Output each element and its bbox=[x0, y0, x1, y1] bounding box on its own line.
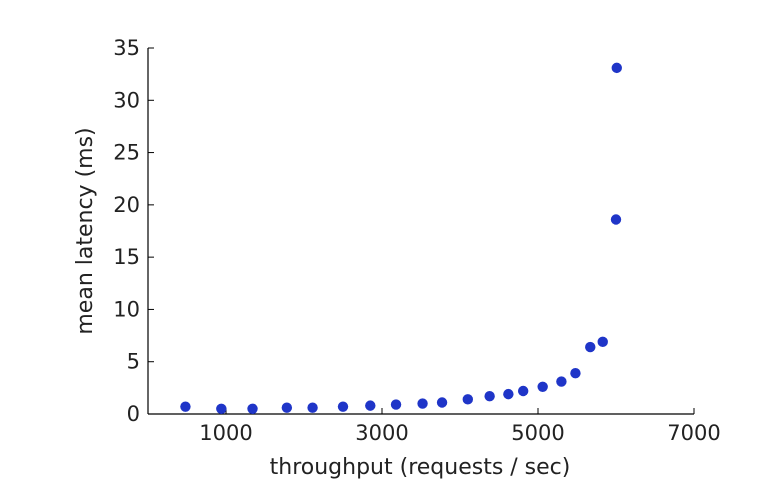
data-point bbox=[307, 402, 318, 413]
y-tick-label: 15 bbox=[113, 245, 140, 269]
data-point bbox=[503, 388, 514, 400]
y-tick-label: 20 bbox=[113, 193, 140, 217]
data-point bbox=[537, 381, 548, 393]
data-point bbox=[570, 368, 581, 379]
data-point bbox=[556, 376, 567, 387]
data-point bbox=[337, 401, 349, 412]
x-tick-label: 3000 bbox=[355, 421, 408, 445]
data-point bbox=[517, 385, 529, 397]
data-point bbox=[610, 214, 622, 225]
x-tick-label: 1000 bbox=[199, 421, 252, 445]
y-tick-label: 25 bbox=[113, 141, 140, 165]
data-point bbox=[462, 394, 473, 405]
data-point bbox=[216, 403, 227, 414]
data-point bbox=[611, 62, 622, 74]
x-tick-label: 7000 bbox=[667, 421, 720, 445]
y-tick-label: 5 bbox=[127, 350, 140, 374]
data-point bbox=[390, 399, 402, 410]
data-point bbox=[585, 341, 596, 353]
axes bbox=[147, 48, 694, 415]
data-point bbox=[281, 402, 293, 413]
data-point bbox=[597, 336, 608, 348]
y-tick-label: 30 bbox=[113, 88, 140, 112]
y-tick-label: 0 bbox=[127, 402, 140, 426]
tick-labels: 0 5 10 15 20 25 30 35 1000 3000 5000 7000 bbox=[113, 36, 720, 445]
y-tick-label: 10 bbox=[113, 297, 140, 321]
data-point bbox=[247, 403, 258, 414]
data-point bbox=[417, 398, 428, 409]
y-tick-label: 35 bbox=[113, 36, 140, 60]
data-point bbox=[436, 397, 448, 408]
data-point bbox=[484, 391, 495, 402]
y-axis-label: mean latency (ms) bbox=[73, 127, 98, 334]
x-axis-label: throughput (requests / sec) bbox=[270, 455, 571, 480]
data-points bbox=[180, 62, 622, 414]
data-point bbox=[365, 400, 376, 411]
x-tick-label: 5000 bbox=[511, 421, 564, 445]
tick-marks bbox=[148, 47, 695, 415]
data-point bbox=[180, 401, 191, 412]
